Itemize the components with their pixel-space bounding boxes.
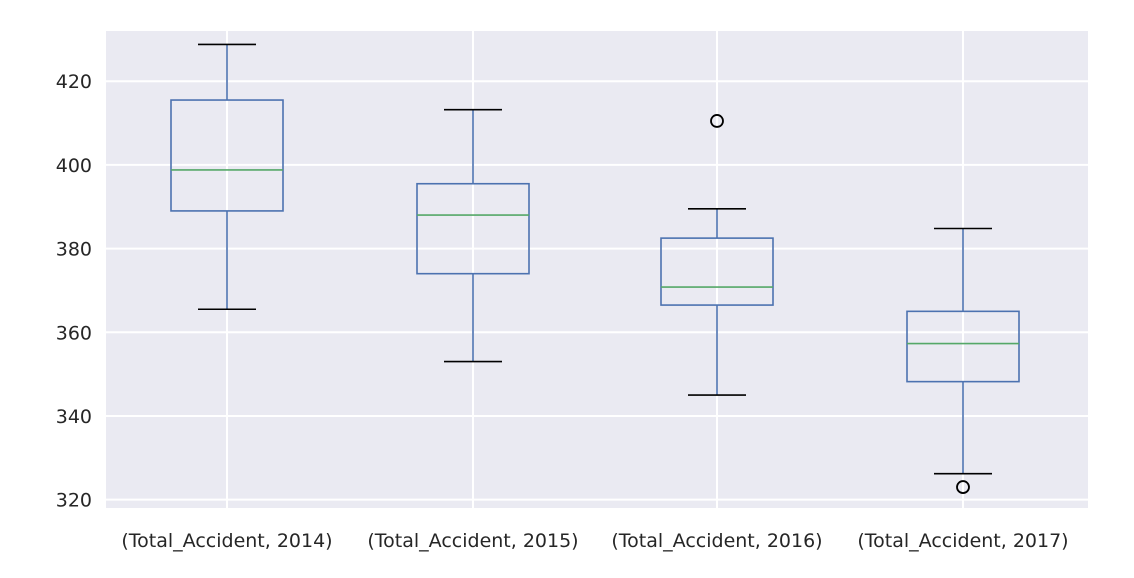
y-tick-label: 400 bbox=[56, 155, 92, 177]
x-category-label: (Total_Accident, 2014) bbox=[121, 530, 332, 552]
outlier-point bbox=[710, 114, 724, 128]
x-category-label: (Total_Accident, 2017) bbox=[857, 530, 1068, 552]
y-tick-label: 320 bbox=[56, 490, 92, 512]
plot-area bbox=[106, 31, 1088, 508]
iqr-box bbox=[170, 99, 284, 212]
x-category-label: (Total_Accident, 2016) bbox=[611, 530, 822, 552]
iqr-box bbox=[660, 237, 774, 306]
y-tick-label: 380 bbox=[56, 239, 92, 261]
y-tick-label: 360 bbox=[56, 322, 92, 344]
x-category-label: (Total_Accident, 2015) bbox=[367, 530, 578, 552]
y-tick-label: 340 bbox=[56, 406, 92, 428]
iqr-box bbox=[416, 182, 530, 275]
y-tick-label: 420 bbox=[56, 71, 92, 93]
outlier-point bbox=[956, 480, 970, 494]
iqr-box bbox=[906, 310, 1020, 383]
